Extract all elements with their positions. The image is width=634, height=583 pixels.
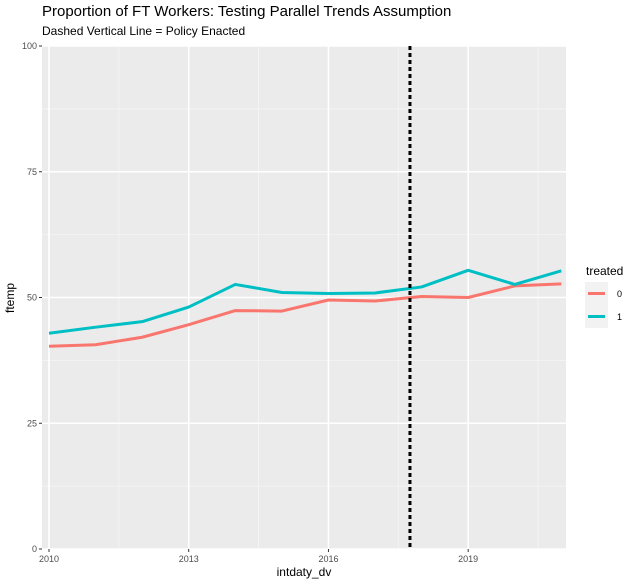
- series-line-0: [48, 282, 562, 348]
- legend-title: treated: [586, 264, 623, 278]
- legend-label-0: 0: [617, 289, 622, 299]
- y-tick-label: 75: [27, 167, 37, 177]
- series-line-1: [48, 268, 562, 335]
- y-tick-label: 0: [32, 544, 37, 554]
- y-tick-label: 25: [27, 418, 37, 428]
- x-tick-label: 2016: [318, 554, 338, 564]
- legend-label-1: 1: [617, 312, 622, 322]
- chart-title: Proportion of FT Workers: Testing Parall…: [42, 3, 451, 20]
- legend: treated 01: [585, 264, 623, 328]
- grid-major: [42, 45, 566, 550]
- legend-items: 01: [585, 282, 622, 328]
- y-axis-ticks: 0 25 50 75 100: [22, 41, 42, 554]
- x-tick-label: 2019: [458, 554, 478, 564]
- series-lines: [48, 268, 562, 348]
- x-axis-title: intdaty_dv: [277, 565, 332, 579]
- chart-subtitle: Dashed Vertical Line = Policy Enacted: [42, 24, 245, 38]
- y-tick-label: 50: [27, 293, 37, 303]
- x-tick-label: 2013: [179, 554, 199, 564]
- x-axis-ticks: 2010 2013 2016 2019: [39, 549, 478, 564]
- y-axis-title: ftemp: [3, 283, 17, 313]
- y-tick-label: 100: [22, 41, 37, 51]
- x-tick-label: 2010: [39, 554, 59, 564]
